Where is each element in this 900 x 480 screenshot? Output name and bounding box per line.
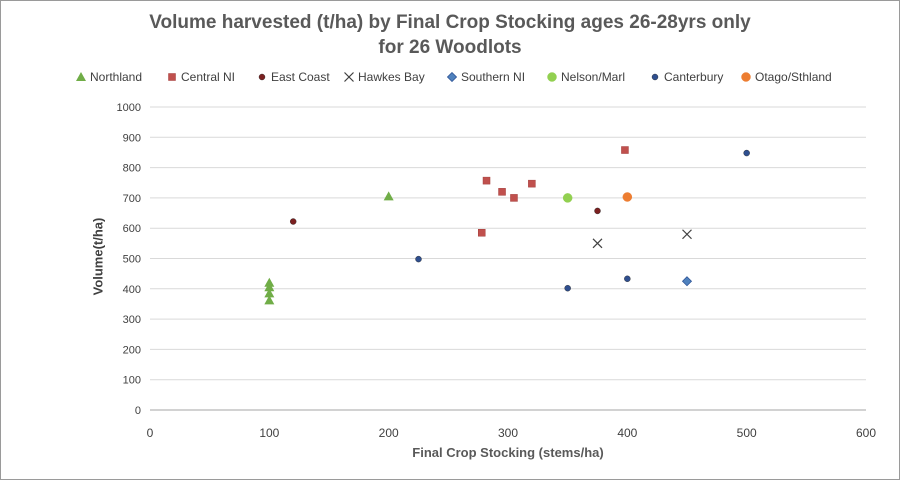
data-point bbox=[264, 282, 275, 292]
data-point bbox=[621, 146, 629, 154]
data-point bbox=[264, 295, 275, 305]
chart-title-line-1: Volume harvested (t/ha) by Final Crop St… bbox=[149, 12, 751, 33]
x-marker-stroke bbox=[682, 229, 692, 240]
legend-item: Otago/Sthland bbox=[741, 70, 832, 84]
legend-label: Hawkes Bay bbox=[358, 70, 425, 84]
data-point bbox=[498, 188, 506, 196]
legend-label: Southern NI bbox=[461, 70, 526, 84]
data-point bbox=[682, 229, 692, 240]
legend-item: Southern NI bbox=[447, 70, 525, 84]
x-tick-label: 100 bbox=[259, 426, 279, 440]
x-tick-label: 300 bbox=[498, 426, 518, 440]
x-marker-stroke bbox=[344, 72, 354, 82]
y-tick-label: 500 bbox=[123, 254, 141, 266]
legend-marker-icon bbox=[344, 72, 354, 82]
x-tick-label: 200 bbox=[379, 426, 399, 440]
legend-marker bbox=[741, 72, 751, 82]
chart-legend: Northland Central NI East Coast Hawkes Bay S… bbox=[0, 70, 900, 88]
y-tick-label: 1000 bbox=[117, 102, 141, 114]
y-tick-label: 100 bbox=[123, 375, 141, 387]
legend-label: Northland bbox=[90, 70, 143, 84]
y-tick-label: 300 bbox=[123, 314, 141, 326]
data-point bbox=[743, 149, 750, 157]
data-point bbox=[290, 218, 297, 225]
data-point bbox=[562, 193, 573, 203]
legend-marker bbox=[651, 73, 659, 81]
data-point bbox=[477, 228, 486, 237]
legend-marker bbox=[76, 72, 86, 81]
data-point bbox=[415, 255, 422, 263]
legend-label: Canterbury bbox=[664, 70, 724, 84]
chart-title: Volume harvested (t/ha) by Final Crop St… bbox=[0, 10, 900, 60]
legend-marker-icon bbox=[447, 72, 457, 82]
legend-marker-icon bbox=[258, 73, 266, 81]
legend-item: East Coast bbox=[257, 70, 330, 84]
y-tick-label: 700 bbox=[123, 193, 141, 205]
data-point bbox=[681, 276, 693, 287]
data-point bbox=[383, 191, 394, 201]
legend-marker bbox=[447, 72, 457, 82]
legend-marker bbox=[168, 73, 176, 81]
series-east-coast bbox=[290, 207, 601, 225]
data-point bbox=[510, 194, 518, 202]
series-central-ni bbox=[477, 146, 629, 237]
legend-item: Hawkes Bay bbox=[344, 70, 425, 84]
legend-label: Otago/Sthland bbox=[755, 70, 832, 84]
data-point bbox=[482, 176, 491, 185]
legend-item: Canterbury bbox=[650, 70, 723, 84]
series-otago-sthland bbox=[622, 192, 633, 202]
data-point bbox=[564, 284, 571, 292]
data-point bbox=[264, 288, 275, 298]
y-tick-label: 600 bbox=[123, 223, 141, 235]
legend-marker bbox=[344, 72, 354, 82]
x-axis-label: Final Crop Stocking (stems/ha) bbox=[412, 445, 604, 460]
y-tick-label: 400 bbox=[123, 284, 141, 296]
legend-marker-icon bbox=[741, 72, 751, 82]
legend-item: Northland bbox=[76, 70, 142, 84]
data-point bbox=[592, 238, 603, 249]
legend-item: Nelson/Marl bbox=[547, 70, 625, 84]
legend-label: Central NI bbox=[181, 70, 236, 84]
series-canterbury bbox=[415, 149, 750, 292]
data-point bbox=[594, 207, 601, 215]
series-southern-ni bbox=[681, 276, 693, 287]
legend-label: Nelson/Marl bbox=[561, 70, 626, 84]
data-point bbox=[622, 192, 633, 202]
series-northland bbox=[264, 191, 394, 305]
data-point bbox=[528, 179, 536, 188]
legend-item: Central NI bbox=[167, 70, 235, 84]
chart-title-line-2: for 26 Woodlots bbox=[378, 37, 522, 58]
legend-marker bbox=[258, 73, 266, 81]
y-tick-label: 900 bbox=[123, 132, 141, 144]
y-tick-label: 800 bbox=[123, 163, 141, 175]
x-marker-stroke bbox=[592, 238, 603, 249]
x-tick-label: 600 bbox=[856, 426, 876, 440]
y-tick-label: 0 bbox=[135, 405, 141, 417]
legend-marker bbox=[547, 72, 557, 82]
x-tick-label: 0 bbox=[147, 426, 154, 440]
data-point bbox=[624, 275, 631, 283]
y-axis-label-text: Volume(t/ha) bbox=[90, 217, 106, 296]
legend-label: East Coast bbox=[271, 70, 330, 84]
data-point bbox=[264, 277, 275, 287]
legend-marker-icon bbox=[547, 72, 557, 82]
x-tick-label: 400 bbox=[617, 426, 637, 440]
x-tick-label: 500 bbox=[737, 426, 757, 440]
legend-marker-icon bbox=[651, 73, 659, 81]
y-tick-label: 200 bbox=[123, 344, 141, 356]
series-nelson-marl bbox=[562, 193, 573, 203]
legend-marker-icon bbox=[76, 72, 86, 81]
series-hawkes-bay bbox=[592, 229, 692, 249]
legend-marker-icon bbox=[168, 73, 176, 81]
